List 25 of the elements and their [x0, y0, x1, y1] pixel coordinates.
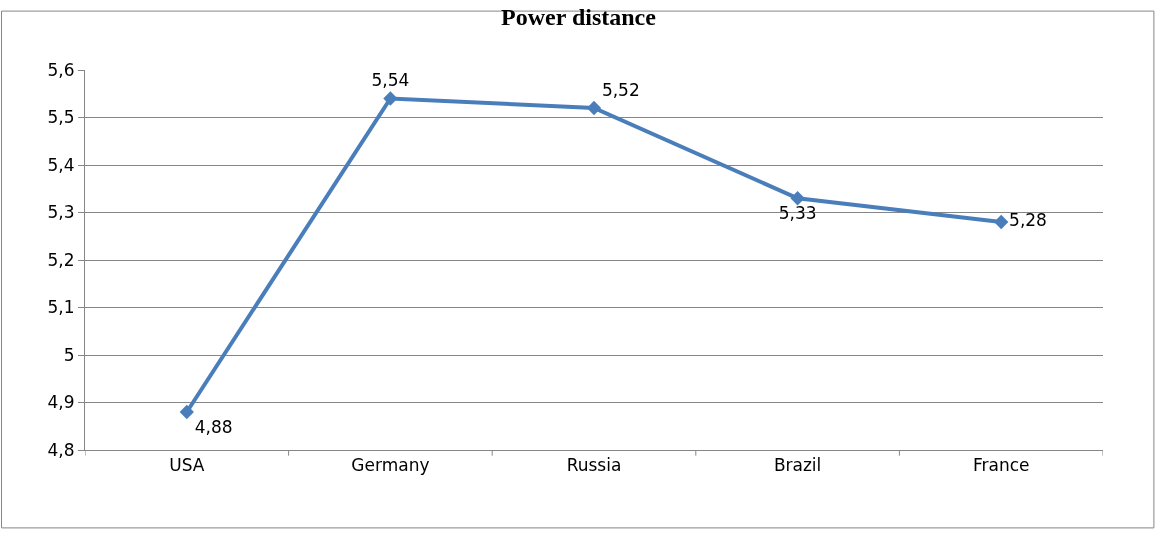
chart-title: Power distance	[501, 3, 657, 30]
point	[179, 404, 194, 420]
data-label: 5,54	[371, 70, 410, 91]
y-tick-label: 4,9	[47, 392, 75, 413]
y-tick-label: 5,2	[47, 249, 75, 270]
data-label: 5,52	[601, 79, 640, 100]
x-tick-label: Brazil	[773, 455, 822, 476]
data-label: 4,88	[194, 416, 233, 437]
y-tick-label: 5,1	[47, 297, 75, 318]
y-tick-label: 5	[63, 344, 75, 365]
x-tick-label: Russia	[566, 455, 622, 476]
x-tick-label: Germany	[351, 455, 430, 476]
x-tick-label: France	[972, 455, 1030, 476]
data-label: 5,33	[778, 202, 817, 223]
data-label: 5,28	[1009, 210, 1047, 231]
y-tick-label: 5,6	[47, 59, 75, 80]
y-tick-label: 5,3	[47, 202, 75, 223]
y-tick-label: 4,8	[47, 439, 75, 460]
point	[790, 191, 805, 206]
y-tick-label: 5,4	[47, 154, 75, 175]
point	[586, 100, 602, 116]
point	[994, 214, 1009, 230]
point	[383, 91, 398, 106]
y-tick-label: 5,5	[47, 107, 75, 128]
x-tick-label: USA	[169, 455, 205, 476]
